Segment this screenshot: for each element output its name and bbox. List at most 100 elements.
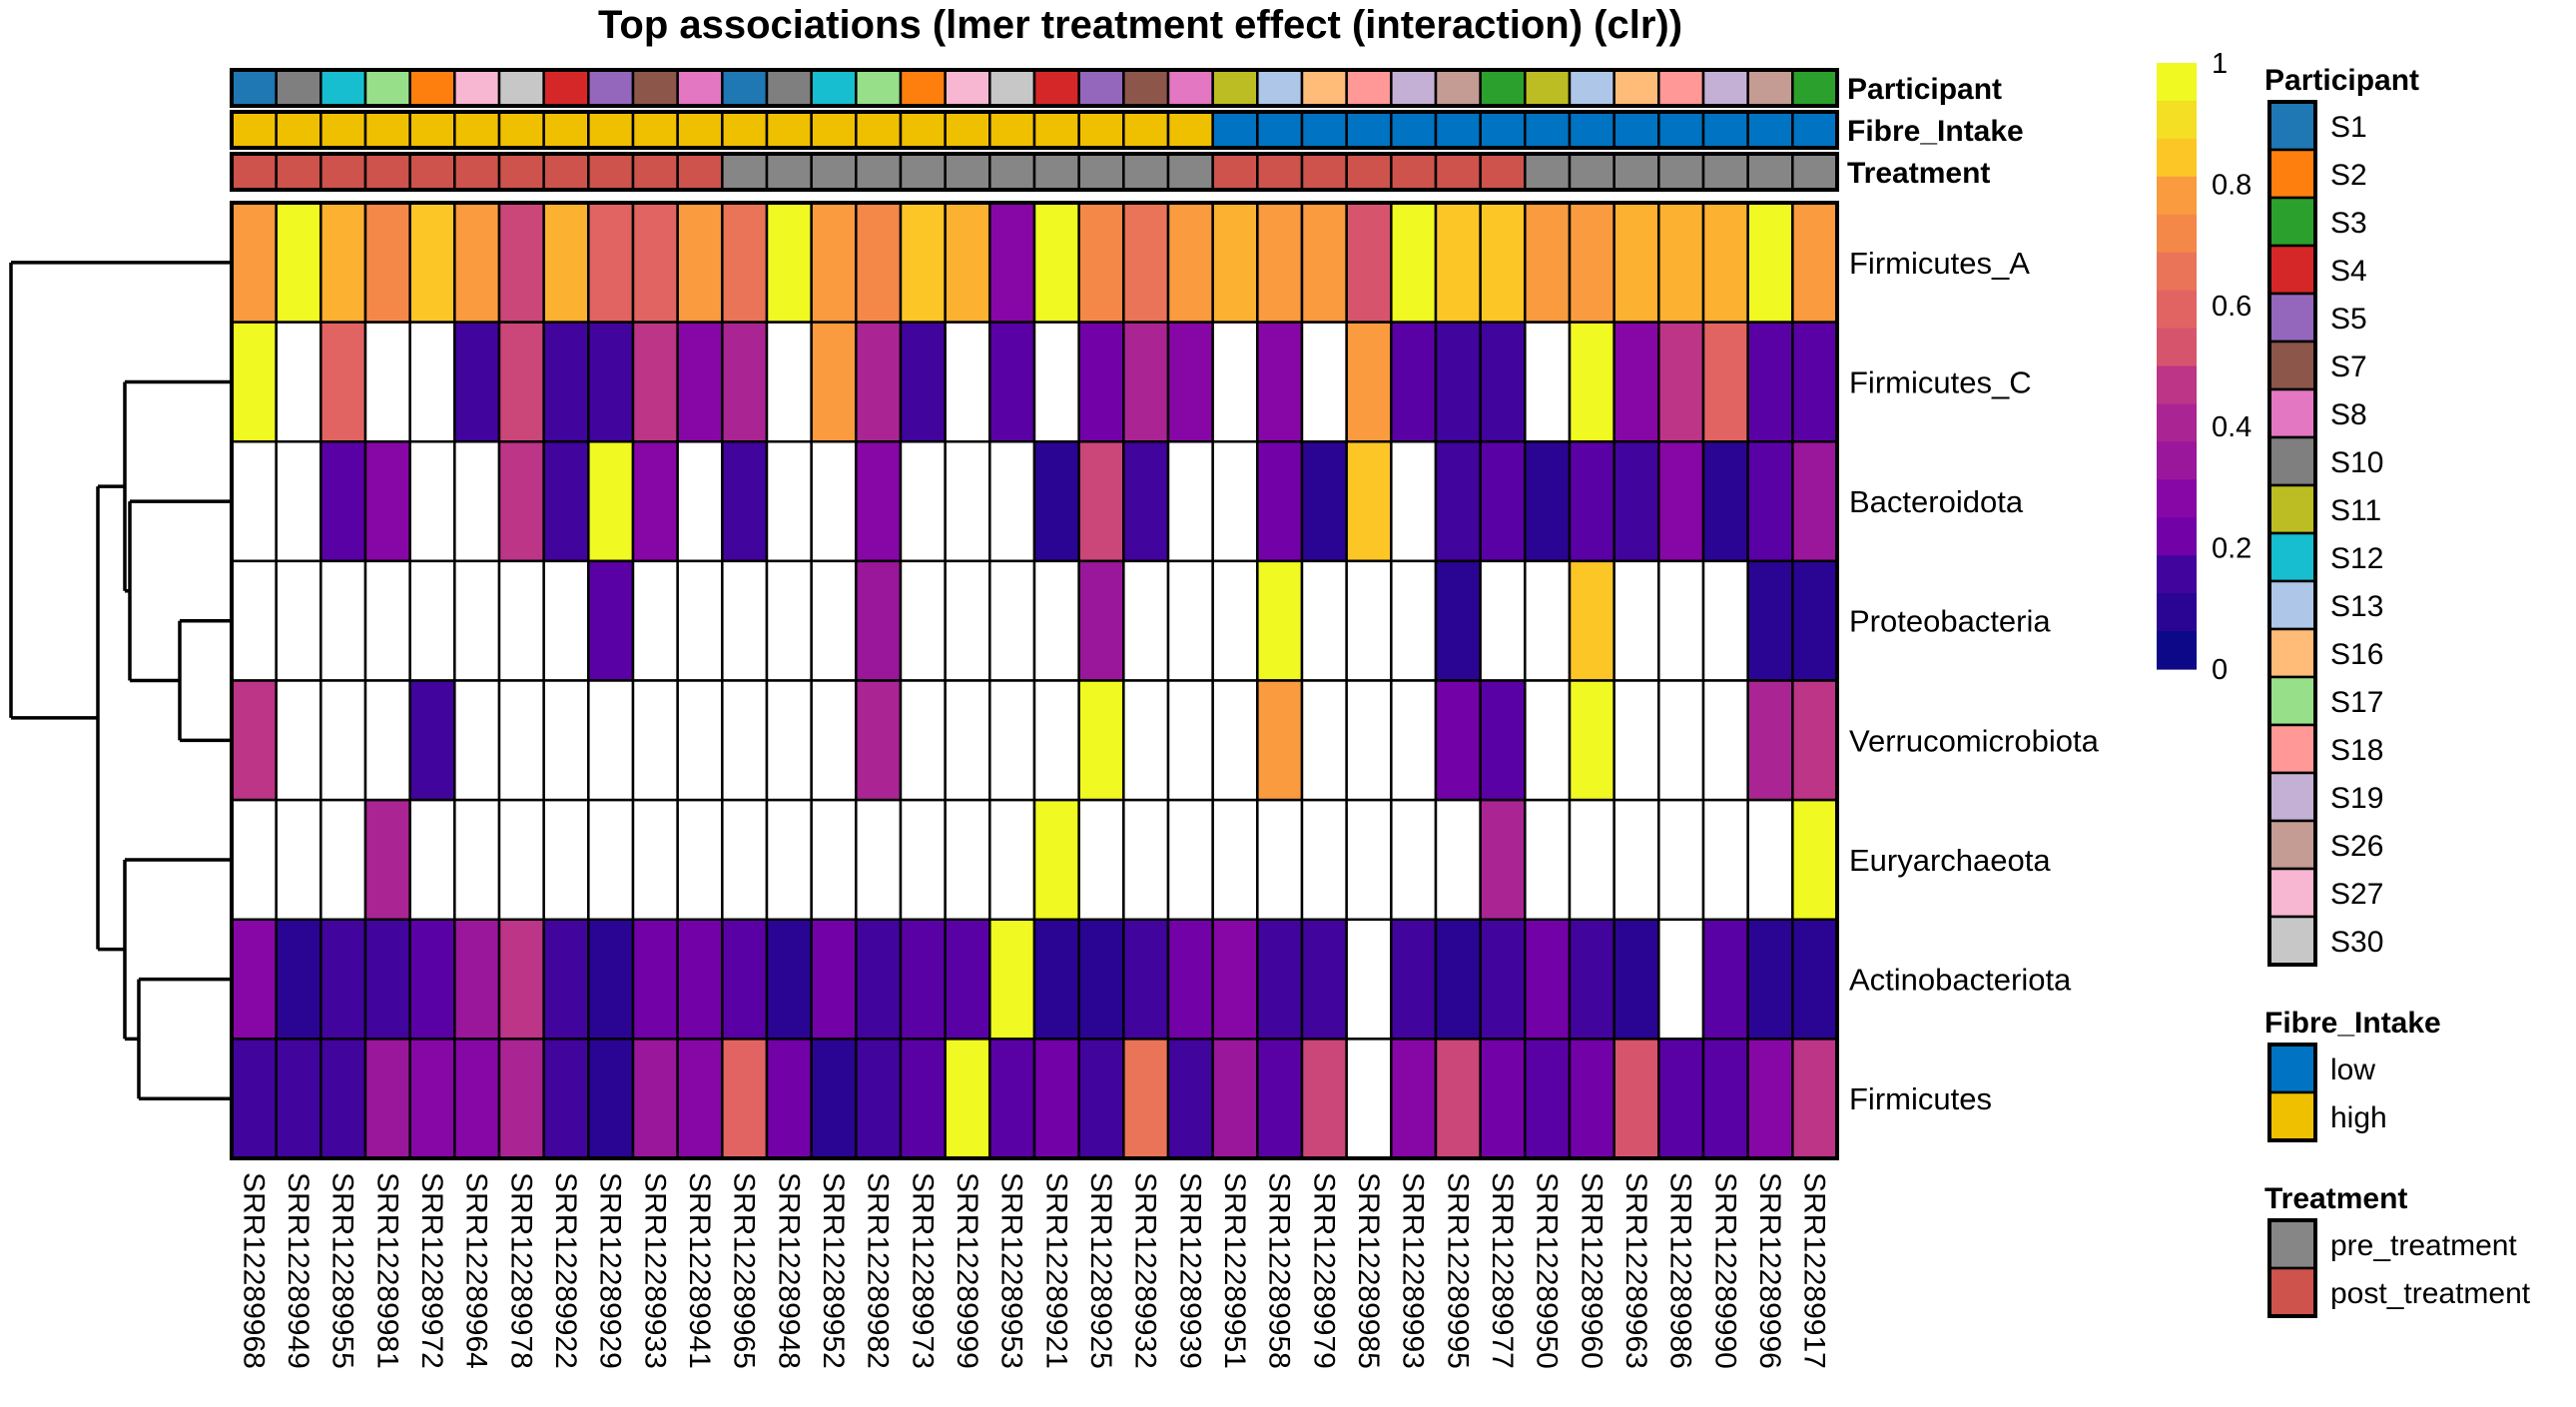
- heatmap-cell: [631, 201, 679, 324]
- legend-swatch: [2267, 1090, 2317, 1142]
- column-label: SRR12289996: [1753, 1172, 1786, 1369]
- annotation-cell-participant: [1746, 68, 1794, 108]
- heatmap-cell: [363, 1038, 411, 1160]
- annotation-cell-participant: [1434, 68, 1482, 108]
- heatmap-cell: [1300, 679, 1348, 802]
- heatmap-cell: [944, 321, 991, 443]
- annotation-cell-treatment: [1211, 152, 1259, 192]
- legend-label: S8: [2330, 398, 2367, 431]
- heatmap-cell: [676, 321, 724, 443]
- annotation-cell-participant: [1300, 68, 1348, 108]
- annotation-cell-treatment: [721, 152, 769, 192]
- heatmap-cell: [631, 798, 679, 921]
- annotation-label: Fibre_Intake: [1847, 115, 2024, 148]
- heatmap-cell: [1077, 321, 1125, 443]
- colorbar-step: [2157, 479, 2197, 518]
- heatmap-cell: [1746, 679, 1794, 802]
- column-label: SRR12289953: [995, 1172, 1028, 1369]
- legend-label: S18: [2330, 734, 2383, 767]
- heatmap-cell: [1524, 201, 1572, 324]
- heatmap-cell: [497, 1038, 545, 1160]
- column-label: SRR12289950: [1531, 1172, 1564, 1369]
- heatmap-cell: [1211, 201, 1259, 324]
- heatmap-cell: [1568, 918, 1615, 1041]
- annotation-cell-fibre-intake: [1166, 110, 1214, 150]
- heatmap-cell: [1701, 201, 1749, 324]
- colorbar-step: [2157, 403, 2197, 442]
- heatmap-cell: [1122, 440, 1170, 563]
- annotation-cell-participant: [1077, 68, 1125, 108]
- annotation-cell-treatment: [1032, 152, 1080, 192]
- legend-label: pre_treatment: [2330, 1229, 2517, 1262]
- heatmap-cell: [1032, 918, 1080, 1041]
- heatmap-cell: [1524, 918, 1572, 1041]
- heatmap-cell: [453, 440, 501, 563]
- heatmap-cell: [810, 798, 858, 921]
- colorbar-tick-label: 0.2: [2212, 533, 2252, 565]
- legend-label: S3: [2330, 207, 2367, 240]
- annotation-cell-treatment: [542, 152, 590, 192]
- legend-swatch: [2267, 819, 2317, 871]
- heatmap-cell: [1345, 201, 1393, 324]
- heatmap-cell: [765, 798, 813, 921]
- heatmap-cell: [899, 440, 947, 563]
- heatmap-cell: [676, 1038, 724, 1160]
- heatmap-cell: [497, 679, 545, 802]
- annotation-cell-fibre-intake: [1032, 110, 1080, 150]
- heatmap-cell: [765, 201, 813, 324]
- heatmap-cell: [1434, 798, 1482, 921]
- heatmap-cell: [453, 559, 501, 682]
- heatmap-cell: [275, 798, 322, 921]
- heatmap-cell: [944, 201, 991, 324]
- column-label: SRR12289981: [370, 1172, 403, 1369]
- column-label: SRR12289949: [282, 1172, 315, 1369]
- heatmap-cell: [1701, 679, 1749, 802]
- heatmap-cell: [1479, 559, 1527, 682]
- heatmap-cell: [1256, 559, 1304, 682]
- colorbar-step: [2157, 365, 2197, 405]
- legend-title: Fibre_Intake: [2264, 1007, 2441, 1040]
- legend-label: S7: [2330, 351, 2367, 383]
- heatmap-cell: [944, 679, 991, 802]
- annotation-cell-fibre-intake: [1701, 110, 1749, 150]
- annotation-cell-participant: [275, 68, 322, 108]
- annotation-cell-treatment: [497, 152, 545, 192]
- heatmap-cell: [810, 440, 858, 563]
- column-label: SRR12289948: [772, 1172, 805, 1369]
- heatmap-cell: [1256, 798, 1304, 921]
- heatmap-cell: [1256, 321, 1304, 443]
- column-label: SRR12289933: [638, 1172, 671, 1369]
- heatmap-cell: [363, 559, 411, 682]
- heatmap-cell: [676, 679, 724, 802]
- column-label: SRR12289964: [460, 1172, 493, 1369]
- heatmap-cell: [988, 201, 1036, 324]
- colorbar-tick-label: 1: [2212, 48, 2228, 80]
- heatmap-cell: [1479, 798, 1527, 921]
- heatmap-cell: [320, 798, 367, 921]
- heatmap-cell: [275, 1038, 322, 1160]
- colorbar-step: [2157, 290, 2197, 330]
- heatmap-cell: [944, 440, 991, 563]
- colorbar-step: [2157, 593, 2197, 632]
- column-label: SRR12289921: [1039, 1172, 1072, 1369]
- heatmap-cell: [721, 321, 769, 443]
- heatmap-cell: [988, 321, 1036, 443]
- heatmap-cell: [988, 679, 1036, 802]
- annotation-cell-fibre-intake: [765, 110, 813, 150]
- annotation-cell-treatment: [1568, 152, 1615, 192]
- annotation-cell-participant: [765, 68, 813, 108]
- annotation-legends: Participant S1 S2 S3 S4 S5 S7 S8 S10 S11 S12 S13 S16…: [2264, 64, 2531, 1318]
- column-label: SRR12289985: [1352, 1172, 1385, 1369]
- annotation-cell-fibre-intake: [453, 110, 501, 150]
- heatmap-cell: [1701, 440, 1749, 563]
- heatmap-cell: [1300, 201, 1348, 324]
- legend-swatch: [2267, 1218, 2317, 1270]
- heatmap-cell: [1791, 201, 1839, 324]
- heatmap-cell: [1434, 918, 1482, 1041]
- annotation-cell-participant: [1479, 68, 1527, 108]
- heatmap-cell: [1434, 440, 1482, 563]
- legend-label: S13: [2330, 590, 2383, 623]
- heatmap-cell: [855, 440, 903, 563]
- colorbar-step: [2157, 631, 2197, 670]
- heatmap-cell: [1746, 201, 1794, 324]
